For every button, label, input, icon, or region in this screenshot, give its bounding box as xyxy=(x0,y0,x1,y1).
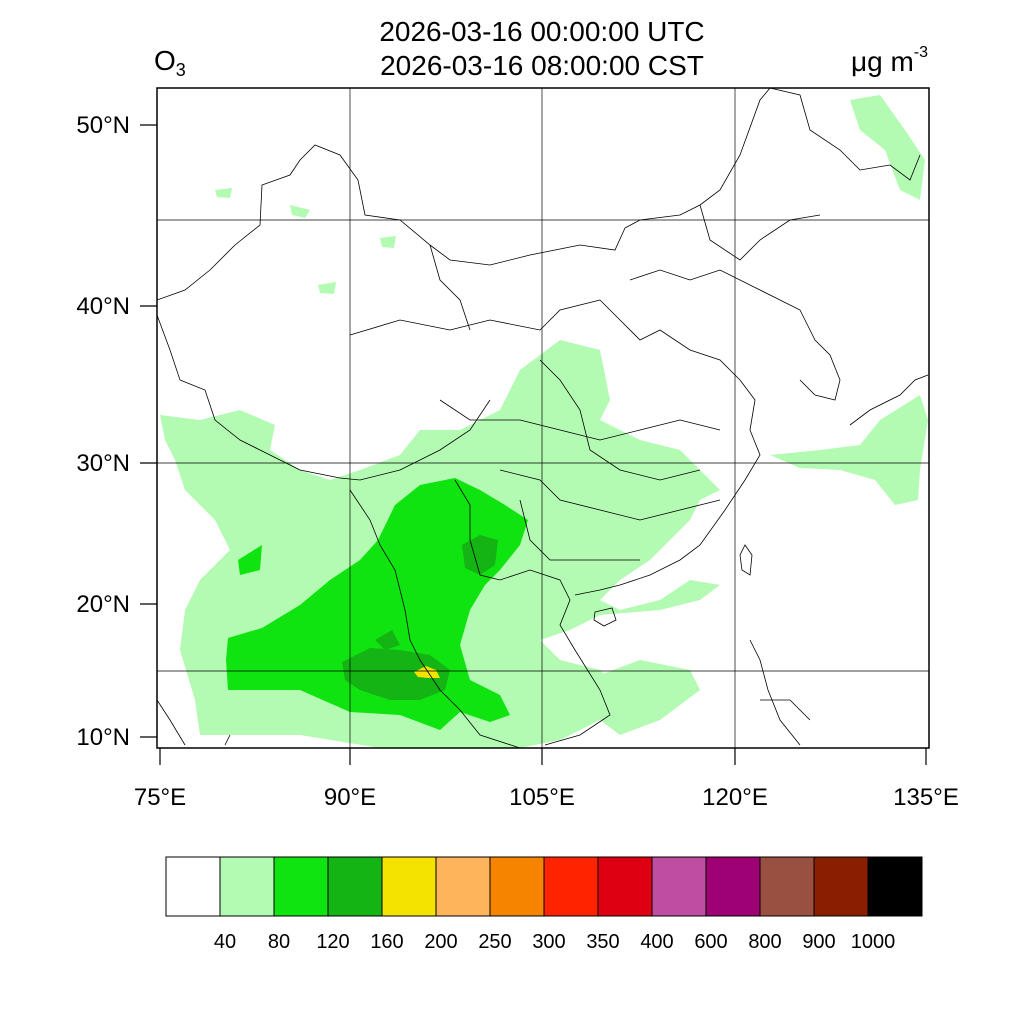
lon-label-105e: 105°E xyxy=(509,784,575,811)
colorbar-swatch-3 xyxy=(327,856,383,917)
map-frame xyxy=(156,87,930,749)
lat-label-20n: 20°N xyxy=(76,591,130,618)
border-northeast xyxy=(769,88,921,181)
india-coast xyxy=(157,699,231,746)
lat-label-10n: 10°N xyxy=(76,724,130,751)
colorbar-swatch-7 xyxy=(543,856,599,917)
ozone-field xyxy=(157,88,929,748)
colorbar-label-2: 120 xyxy=(316,931,350,953)
border-west xyxy=(157,314,491,481)
lon-label-90e: 90°E xyxy=(323,784,377,811)
colorbar-swatch-8 xyxy=(597,856,653,917)
colorbar-label-11: 900 xyxy=(802,931,836,953)
colorbar-swatch-1 xyxy=(219,856,275,917)
border-indochina xyxy=(454,479,611,746)
lon-label-135e: 135°E xyxy=(893,784,959,811)
colorbar-label-5: 250 xyxy=(478,931,512,953)
variable-subscript: 3 xyxy=(175,60,186,80)
colorbar-label-4: 200 xyxy=(424,931,458,953)
title-utc: 2026-03-16 00:00:00 UTC xyxy=(379,16,705,47)
border-internal-8 xyxy=(429,244,471,331)
taiwan xyxy=(739,544,753,576)
colorbar-label-12: 1000 xyxy=(850,931,896,953)
coastline-china xyxy=(574,379,761,596)
lat-label-30n: 30°N xyxy=(76,450,130,477)
colorbar-label-1: 80 xyxy=(267,931,291,953)
coastline-japan xyxy=(849,374,929,426)
ozone-level-120-160 xyxy=(342,535,498,700)
unit-exponent: -3 xyxy=(913,44,928,61)
colorbar-label-8: 400 xyxy=(640,931,674,953)
border-internal-1 xyxy=(349,299,601,336)
variable-label: O3 xyxy=(154,45,186,81)
graticule xyxy=(157,88,929,748)
boundary-lines xyxy=(157,88,929,748)
border-south xyxy=(349,489,521,748)
border-internal-3 xyxy=(539,359,701,481)
hainan xyxy=(593,607,617,627)
colorbar-swatch-9 xyxy=(651,856,707,917)
border-internal-5 xyxy=(629,269,781,301)
lon-label-75e: 75°E xyxy=(133,784,187,811)
border-internal-9 xyxy=(699,204,821,261)
colorbar-swatch-0 xyxy=(165,856,221,917)
colorbar-label-6: 300 xyxy=(532,931,566,953)
colorbar-swatch-4 xyxy=(381,856,437,917)
lat-label-50n: 50°N xyxy=(76,112,130,139)
ozone-level-160-200 xyxy=(414,666,440,678)
colorbar-label-0: 40 xyxy=(213,931,237,953)
border-internal-4 xyxy=(599,299,741,381)
colorbar-label-9: 600 xyxy=(694,931,728,953)
border-internal-6 xyxy=(499,469,721,521)
lat-label-40n: 40°N xyxy=(76,293,130,320)
unit-label: μg m-3 xyxy=(851,44,928,78)
colorbar-swatch-2 xyxy=(273,856,329,917)
colorbar-swatch-12 xyxy=(813,856,869,917)
colorbar-label-10: 800 xyxy=(748,931,782,953)
border-korea xyxy=(779,299,841,401)
title-cst: 2026-03-16 08:00:00 CST xyxy=(380,50,704,81)
ozone-level-80-120 xyxy=(226,478,528,730)
border-internal-7 xyxy=(519,499,640,561)
colorbar-swatch-6 xyxy=(489,856,545,917)
lon-label-120e: 120°E xyxy=(702,784,768,811)
colorbar-swatch-13 xyxy=(867,856,923,917)
colorbar xyxy=(165,856,923,917)
variable-symbol: O xyxy=(154,45,176,76)
axis-ticks xyxy=(140,124,927,765)
colorbar-label-7: 350 xyxy=(586,931,620,953)
colorbar-swatch-10 xyxy=(705,856,761,917)
colorbar-label-3: 160 xyxy=(370,931,404,953)
border-internal-2 xyxy=(439,399,721,441)
colorbar-swatch-11 xyxy=(759,856,815,917)
colorbar-swatch-5 xyxy=(435,856,491,917)
philippines xyxy=(749,639,811,746)
unit-base: μg m xyxy=(850,46,914,77)
